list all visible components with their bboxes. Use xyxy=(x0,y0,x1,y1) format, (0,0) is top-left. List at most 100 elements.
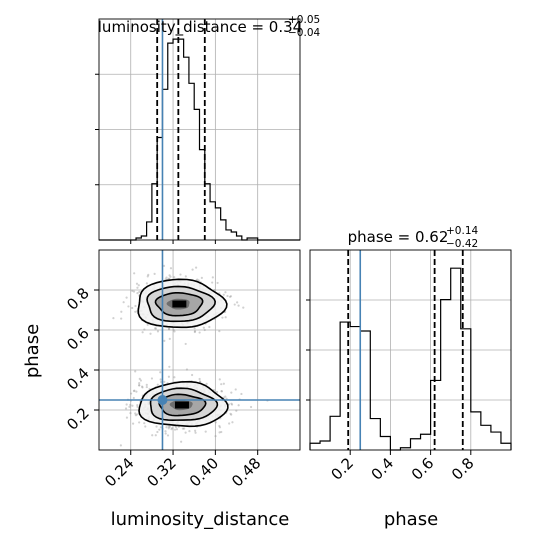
density-sample-point xyxy=(131,289,134,292)
density-sample-point xyxy=(145,282,148,285)
density-frame xyxy=(98,249,301,451)
luminosity-distance-title-sub: −0.04 xyxy=(288,27,320,39)
density-sample-point xyxy=(159,426,162,429)
luminosity-distance-title-base: luminosity_distance = 0.34 xyxy=(98,18,302,37)
density-sample-point xyxy=(220,390,223,393)
density-sample-point xyxy=(163,339,166,342)
density-sample-point xyxy=(237,404,240,407)
density-sample-point xyxy=(134,304,137,308)
density-sample-point xyxy=(218,431,221,434)
density-sample-point xyxy=(164,432,167,435)
density-sample-point xyxy=(139,379,143,382)
phase-x-tick-label: 0.2 xyxy=(327,454,357,484)
density-truth-marker xyxy=(157,395,168,405)
density-sample-point xyxy=(166,434,170,437)
density-sample-point xyxy=(159,380,163,384)
density-sample-point xyxy=(136,405,139,408)
density-sample-point xyxy=(141,331,144,334)
density-sample-point xyxy=(143,328,146,331)
density-x-ticks: 0.24 0.32 0.40 0.48 xyxy=(101,450,265,490)
density-sample-point xyxy=(198,377,201,381)
density-y-tick-label: 0.2 xyxy=(63,404,93,434)
density-sample-point xyxy=(228,295,232,298)
density-sample-point xyxy=(141,385,144,388)
density-sample-point xyxy=(132,396,135,400)
luminosity-distance-quantile-lines xyxy=(156,19,206,240)
density-sample-point xyxy=(138,377,141,380)
phase-histogram-grid xyxy=(310,250,511,450)
density-sample-point xyxy=(138,290,141,293)
density-sample-point xyxy=(169,267,173,270)
phase-x-tick-label: 0.6 xyxy=(408,454,438,484)
density-sample-point xyxy=(218,424,221,428)
density-sample-point xyxy=(233,303,236,306)
density-sample-point xyxy=(221,316,224,319)
density-sample-point xyxy=(230,413,233,416)
phase-x-tick-label: 0.8 xyxy=(448,454,478,484)
luminosity-distance-title-sup: +0.05 xyxy=(288,14,320,26)
density-x-tick-label: 0.24 xyxy=(101,454,137,490)
density-sample-point xyxy=(136,404,139,407)
density-sample-point xyxy=(193,330,196,334)
density-sample-point xyxy=(218,426,222,429)
density-sample-point xyxy=(220,389,223,393)
phase-x-ticks: 0.2 0.4 0.6 0.8 xyxy=(327,450,478,484)
density-sample-point xyxy=(119,444,122,447)
density-sample-point xyxy=(153,272,156,275)
density-sample-point xyxy=(220,383,223,386)
density-sample-point xyxy=(214,421,217,424)
density-sample-point xyxy=(215,390,219,394)
density-sample-point xyxy=(170,426,174,430)
density-sample-point xyxy=(164,430,167,433)
density-sample-point xyxy=(159,371,162,374)
density-x-tick-label: 0.48 xyxy=(228,454,264,490)
density-sample-point xyxy=(132,422,135,425)
density-sample-point xyxy=(197,279,200,282)
density-sample-point xyxy=(202,326,205,329)
density-sample-point xyxy=(169,275,172,278)
phase-title: phase = 0.62 xyxy=(348,228,449,246)
density-sample-point xyxy=(155,425,158,428)
phase-title-sup: +0.14 xyxy=(446,225,478,237)
density-sample-point xyxy=(194,431,197,434)
density-sample-point xyxy=(162,264,166,267)
density-sample-point xyxy=(173,428,177,431)
density-sample-point xyxy=(151,434,154,437)
density-sample-point xyxy=(156,383,159,386)
density-sample-point xyxy=(136,292,139,295)
density-sample-point xyxy=(174,426,178,429)
density-sample-point xyxy=(138,384,141,387)
density-sample-point xyxy=(211,276,214,279)
density-sample-point xyxy=(131,306,134,310)
density-sample-point xyxy=(125,403,128,406)
density-sample-point xyxy=(193,330,197,333)
density-sample-point xyxy=(134,310,137,313)
density-sample-point xyxy=(128,405,131,408)
density-sample-point xyxy=(183,427,186,430)
density-sample-point xyxy=(136,413,139,416)
density-sample-point xyxy=(150,377,154,380)
density-sample-point xyxy=(167,375,170,378)
density-sample-point xyxy=(154,327,158,330)
density-sample-point xyxy=(147,273,150,276)
density-peak-mode1 xyxy=(172,300,187,308)
density-sample-point xyxy=(175,451,177,453)
density-sample-point xyxy=(131,404,134,407)
density-sample-point xyxy=(220,430,223,434)
density-y-tick-label: 0.8 xyxy=(63,284,93,314)
density-sample-point xyxy=(170,428,173,431)
density-y-ticks: 0.2 0.4 0.6 0.8 xyxy=(63,284,99,434)
density-x-tick-label: 0.40 xyxy=(186,454,222,490)
density-sample-point xyxy=(208,325,211,329)
density-sample-point xyxy=(156,330,160,333)
density-sample-point xyxy=(158,428,161,431)
luminosity-distance-title: luminosity_distance = 0.34 xyxy=(98,18,302,37)
density-sample-point xyxy=(163,380,166,383)
density-grid xyxy=(99,250,300,450)
density-sample-point xyxy=(184,342,187,346)
density-sample-point xyxy=(135,282,139,285)
density-sample-point xyxy=(191,268,194,271)
density-sample-point xyxy=(222,382,225,385)
